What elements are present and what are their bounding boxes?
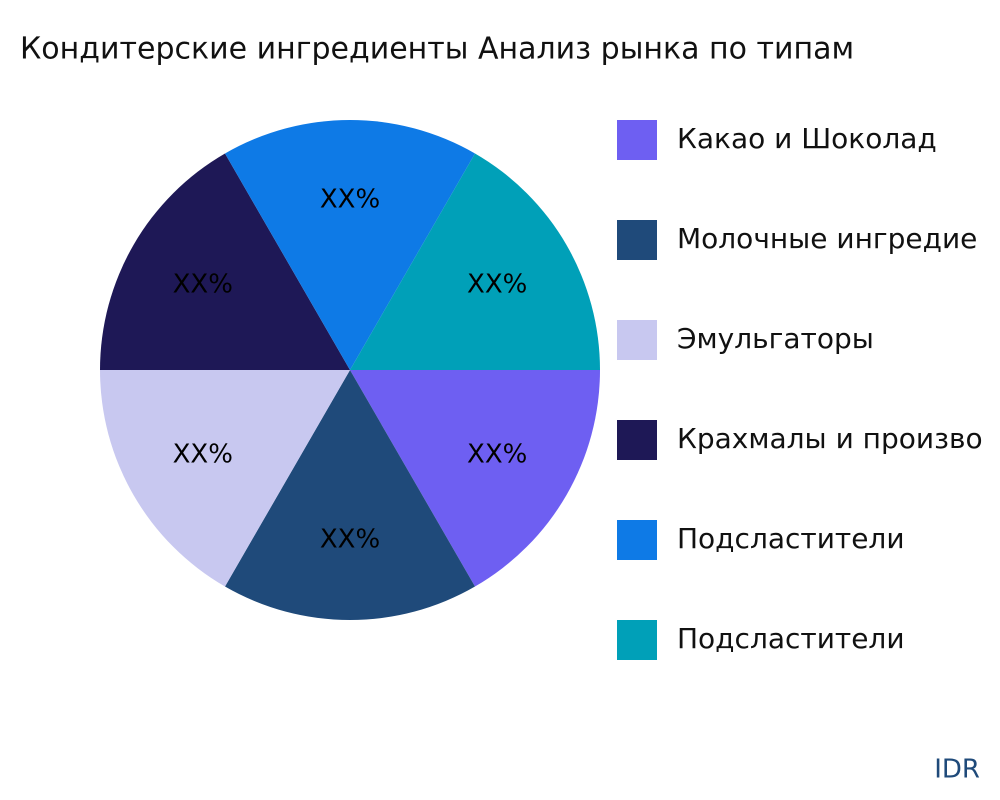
legend-label: Подсластители [677, 622, 905, 655]
data-label: XX% [173, 440, 233, 470]
pie-slice [100, 370, 350, 587]
pie-slice [350, 370, 600, 587]
chart-title: Кондитерские ингредиенты Анализ рынка по… [20, 32, 854, 67]
data-label: XX% [467, 440, 527, 470]
legend-label: Эмульгаторы [677, 322, 874, 355]
pie-slice [225, 370, 475, 620]
data-label: XX% [467, 270, 527, 300]
legend-swatch [617, 420, 657, 460]
legend-label: Молочные ингредие [677, 222, 977, 255]
pie-slice [350, 153, 600, 370]
legend-swatch [617, 320, 657, 360]
pie-slice [100, 153, 350, 370]
legend-swatch [617, 120, 657, 160]
legend-label: Какао и Шоколад [677, 122, 937, 155]
legend-label: Подсластители [677, 522, 905, 555]
legend-swatch [617, 220, 657, 260]
watermark: IDR [934, 755, 980, 785]
legend-swatch [617, 520, 657, 560]
pie-slice [225, 119, 475, 370]
legend-swatch [617, 620, 657, 660]
data-label: XX% [173, 270, 233, 300]
data-label: XX% [320, 525, 380, 555]
data-label: XX% [320, 185, 380, 215]
legend-label: Крахмалы и произво [677, 422, 983, 455]
